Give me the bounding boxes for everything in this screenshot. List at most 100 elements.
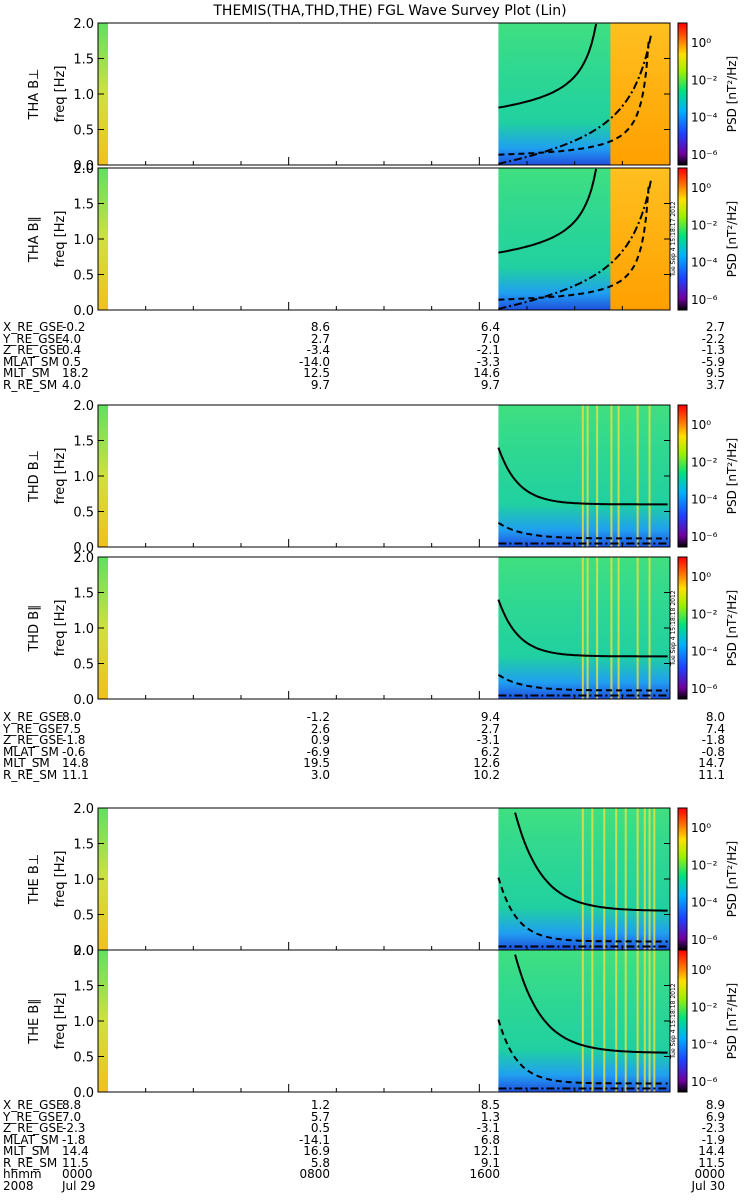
colorbar-tick-label: 10⁰ [691,418,711,432]
colorbar-tick-label: 10⁻⁴ [691,1038,718,1052]
wave-streak [581,950,584,1092]
orbit-value: -6.9 [306,744,330,759]
orbit-value: 9.7 [310,377,330,392]
orbit-value: 8.8 [62,1098,82,1112]
orbit-value: 6.4 [480,320,500,334]
panel-title: THE B⊥ [27,854,42,905]
colorbar [677,22,688,166]
orbit-value: 12.1 [473,1144,500,1158]
colorbar-tick-label: 10⁻⁶ [691,530,718,544]
orbit-value: -0.2 [62,320,86,334]
orbit-value: 11.5 [698,1155,725,1170]
orbit-value: 8.6 [310,320,330,334]
orbit-value: 14.4 [62,1144,89,1158]
wave-streak [591,950,594,1092]
high-psd-region [610,23,670,165]
colorbar-label: PSD [nT²/Hz] [725,201,739,277]
orbit-value: 14.8 [62,756,89,770]
wave-streak [610,557,613,699]
wave-streak [596,557,599,699]
orbit-row-label: R_RE_SM [3,377,58,392]
wave-streak [648,405,651,547]
cyclotron-frequency-line [497,599,668,658]
y-axis-label: freq [Hz] [53,851,68,908]
orbit-value: 9.5 [705,366,725,380]
orbit-value: -0.6 [62,744,86,759]
wave-streak [591,808,594,950]
orbit-value: -1.3 [701,343,725,357]
orbit-value: 3.0 [310,767,330,782]
orbit-value: -1.8 [62,1132,86,1147]
data-region [498,557,670,699]
colorbar-label: PSD [nT²/Hz] [725,983,739,1059]
wave-streak [586,557,589,699]
orbit-value: 5.7 [310,1109,330,1124]
colorbar-tick-label: 10⁻⁴ [691,645,718,659]
wave-streak [648,557,651,699]
orbit-value: -2.3 [701,1121,725,1135]
orbit-value: -3.4 [306,343,330,357]
orbit-value: 1.3 [480,1109,500,1124]
orbit-value: 14.6 [473,366,500,380]
colorbar-tick-label: 10⁰ [691,181,711,195]
colorbar-tick-label: 10⁰ [691,821,711,835]
orbit-value: 7.5 [62,721,82,736]
orbit-value: 12.5 [303,366,330,380]
orbit-value: -3.1 [476,1121,500,1135]
figure-title: THEMIS(THA,THD,THE) FGL Wave Survey Plot… [212,3,566,19]
y-tick-label: 2.0 [73,944,94,959]
wave-streak [596,405,599,547]
wave-streak [603,808,606,950]
colorbar [677,167,688,311]
y-tick-label: 0.5 [73,1051,94,1066]
colorbar-tick-label: 10⁻⁶ [691,148,718,162]
wave-streak [643,950,646,1092]
orbit-value: 3.7 [705,377,725,392]
colorbar-tick-label: 10⁻² [691,73,718,87]
timestamp-stamp: Tue Sep 4 15:18:18 2012 [670,983,677,1059]
orbit-value: Jul 29 [62,1178,96,1193]
spectrogram-panel: 0.0 0.5 1.0 1.5 2.0 THD B⊥ freq [Hz] 10⁰ 10⁻² 10⁻… [27,399,739,556]
wave-streak [581,808,584,950]
wave-streak [648,950,651,1092]
colorbar [677,807,688,951]
wave-streak [617,557,620,699]
y-axis-label: freq [Hz] [53,211,68,268]
panel-title: THD B∥ [27,604,42,652]
cyclotron-frequency-line [498,168,598,254]
cyclotron-frequency-line [497,447,668,506]
cyclotron-frequency-line [497,1019,668,1085]
y-tick-label: 1.5 [73,198,94,213]
orbit-value: 9.4 [480,710,500,724]
orbit-value: 8.9 [705,1098,725,1112]
orbit-value: 2.7 [480,721,500,736]
colorbar-tick-label: 10⁰ [691,963,711,977]
orbit-value: 14.4 [698,1144,725,1158]
colorbar-tick-label: 10⁻⁴ [691,493,718,507]
wave-streak [615,808,618,950]
orbit-value: 0.5 [310,1121,330,1135]
orbit-value: 6.2 [480,744,500,759]
y-tick-label: 0.5 [73,124,94,139]
timestamp-stamp: Tue Sep 4 15:18:18 2012 [670,590,677,666]
y-tick-label: 1.0 [73,233,94,248]
orbit-row-label: Z_RE_GSE [3,1121,64,1135]
orbit-row-label: MLAT_SM [3,354,59,369]
colorbar-label: PSD [nT²/Hz] [725,56,739,132]
orbit-row-label: Y_RE_GSE [3,1109,63,1124]
orbit-value: -1.8 [62,733,86,747]
orbit-row-label: X_RE_GSE [3,710,64,724]
orbit-value: 0800 [299,1167,330,1181]
orbit-value: 8.0 [705,710,725,724]
cyclotron-frequency-line [498,35,652,165]
spectrogram-panel: 0.0 0.5 1.0 1.5 2.0 THE B⊥ freq [Hz] 10⁰ 10⁻² 10⁻… [27,802,739,959]
orbit-row-label: Z_RE_GSE [3,343,64,357]
y-tick-label: 1.5 [73,980,94,995]
orbit-value: -1.2 [306,710,330,724]
orbit-value: 14.7 [698,756,725,770]
orbit-row-label: MLT_SM [3,366,50,380]
orbit-row-label: Z_RE_GSE [3,733,64,747]
orbit-value: 16.9 [303,1144,330,1158]
cyclotron-frequency-line [497,877,668,943]
wave-streak [636,405,639,547]
